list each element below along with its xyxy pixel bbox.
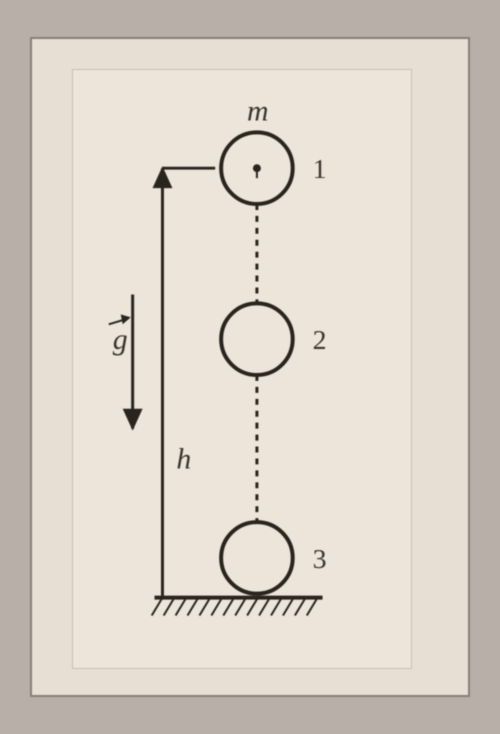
ball-position-2 <box>221 303 293 375</box>
ball-position-3 <box>221 522 293 594</box>
position-1-label: 1 <box>313 154 327 185</box>
position-3-label: 3 <box>313 544 327 575</box>
ground-hatch <box>211 598 222 616</box>
gravity-label: g <box>113 323 128 356</box>
ground-hatch <box>271 598 282 616</box>
gravity-arrowhead <box>123 409 143 431</box>
ground-hatch <box>259 598 270 616</box>
ground-hatch <box>283 598 294 616</box>
ground-hatch <box>152 598 163 616</box>
ground-hatch <box>188 598 199 616</box>
diagram-svg: g h m 1 2 3 <box>73 70 411 668</box>
ground-hatch <box>295 598 306 616</box>
height-label: h <box>176 442 191 475</box>
ground-hatch <box>223 598 234 616</box>
position-2-label: 2 <box>313 325 327 356</box>
diagram-panel: g h m 1 2 3 <box>72 69 412 669</box>
ground-hatch <box>307 598 318 616</box>
ground-hatch <box>164 598 175 616</box>
diagram-frame: g h m 1 2 3 <box>30 37 470 697</box>
ground-hatch <box>176 598 187 616</box>
mass-label: m <box>247 94 269 127</box>
ground-hatch <box>235 598 246 616</box>
ground-hatch <box>199 598 210 616</box>
ground-hatch <box>247 598 258 616</box>
